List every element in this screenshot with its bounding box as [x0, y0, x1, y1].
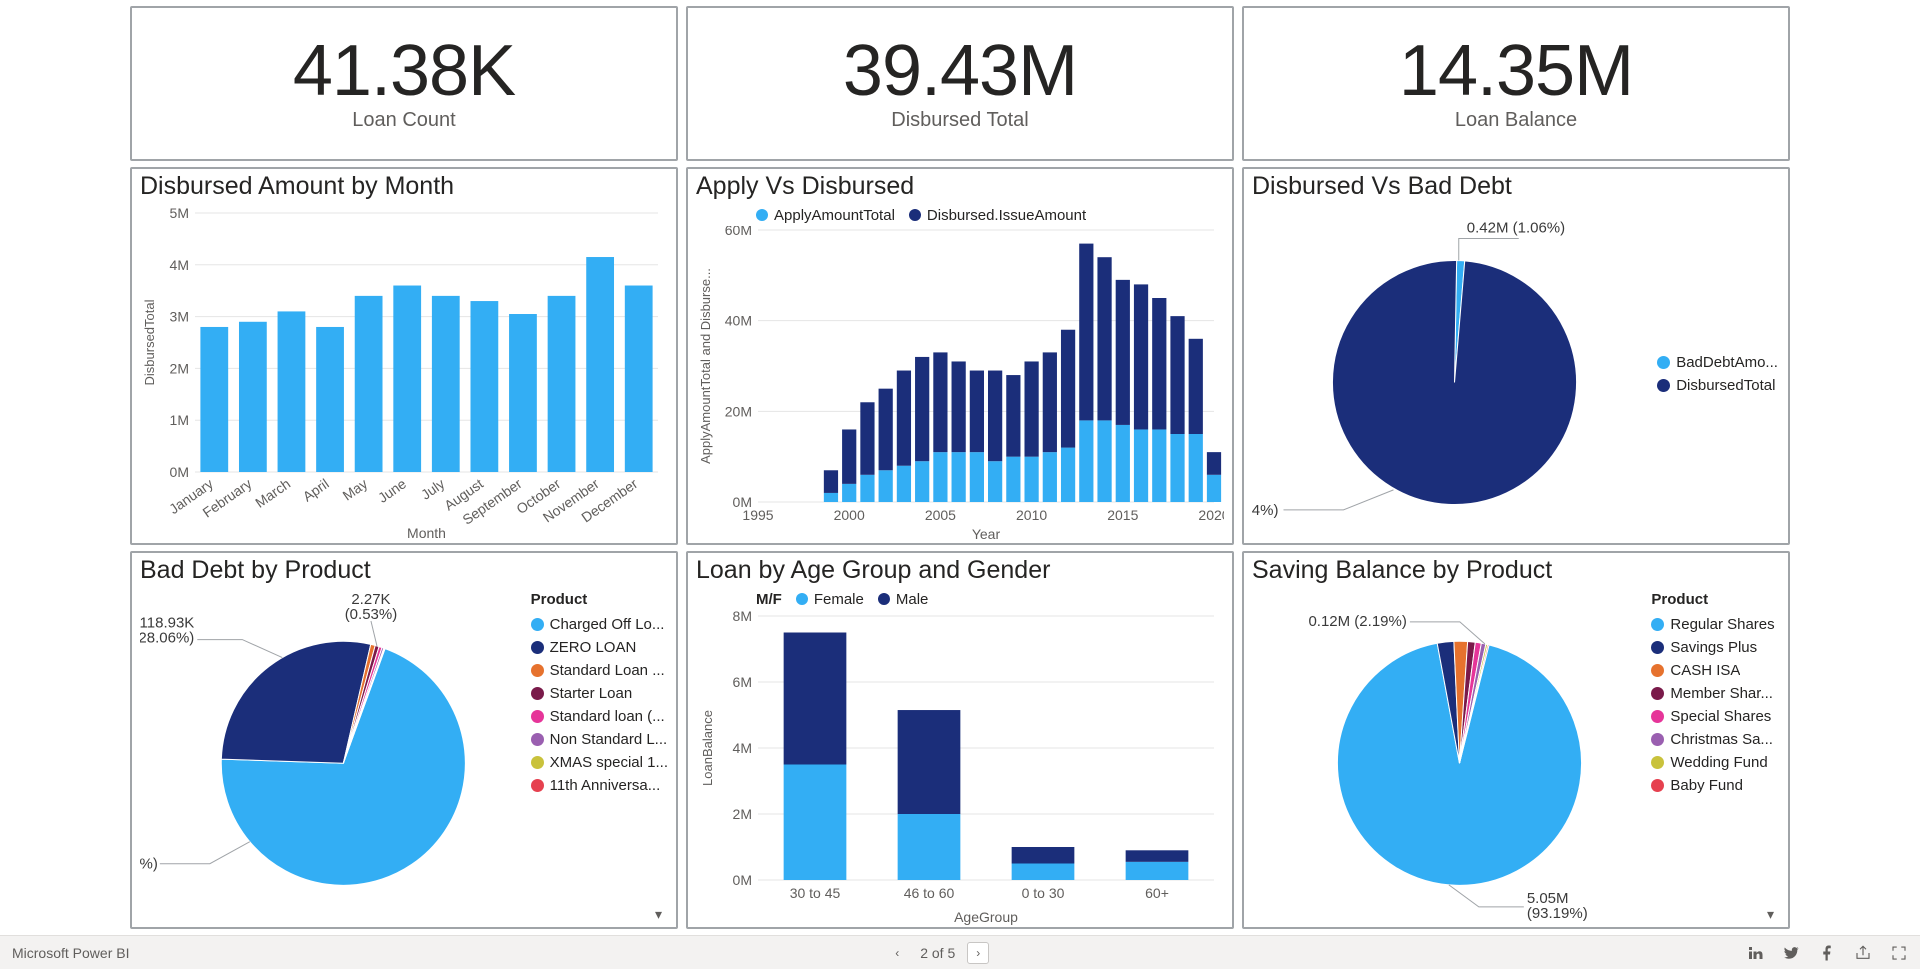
chart-legend: M/FFemaleMale [756, 591, 1224, 608]
kpi-value: 41.38K [293, 35, 515, 107]
svg-text:5M: 5M [170, 205, 189, 221]
svg-text:40M: 40M [725, 312, 752, 328]
linkedin-icon[interactable] [1746, 944, 1764, 962]
chart-legend: BadDebtAmo...DisbursedTotal [1657, 203, 1780, 542]
svg-text:Year: Year [972, 526, 1001, 542]
chart-bad-debt-product[interactable]: Bad Debt by Product 2.27K(0.53%) 118.93K(… [130, 551, 678, 929]
svg-text:AgeGroup: AgeGroup [954, 909, 1018, 925]
svg-text:4M: 4M [733, 740, 752, 756]
svg-text:1M: 1M [170, 412, 189, 428]
svg-text:60M: 60M [725, 226, 752, 238]
share-icon[interactable] [1854, 944, 1872, 962]
svg-text:20M: 20M [725, 403, 752, 419]
kpi-loan-count[interactable]: 41.38K Loan Count [130, 6, 678, 161]
chart-title: Loan by Age Group and Gender [696, 557, 1224, 585]
kpi-value: 39.43M [843, 35, 1077, 107]
chevron-down-icon[interactable]: ▾ [1767, 906, 1774, 923]
svg-text:5.05M(93.19%): 5.05M(93.19%) [1527, 889, 1588, 921]
twitter-icon[interactable] [1782, 944, 1800, 962]
kpi-label: Loan Balance [1455, 109, 1577, 132]
chart-title: Disbursed Vs Bad Debt [1252, 173, 1780, 201]
chart-row-1: Disbursed Amount by Month 0M1M2M3M4M5MJa… [130, 167, 1790, 545]
chevron-down-icon[interactable]: ▾ [655, 906, 662, 923]
pie-chart: 0.12M (2.19%) 5.05M(93.19%) [1252, 587, 1651, 926]
svg-text:30 to 45: 30 to 45 [790, 885, 841, 901]
svg-text:2.27K(0.53%): 2.27K(0.53%) [345, 590, 398, 622]
stacked-bar-chart: 0M 2M 4M 6M 8M 30 to 45 46 to 60 0 to 30 60+ AgeG… [696, 610, 1224, 926]
bar-chart: 0M1M2M3M4M5MJanuaryFebruaryMarchAprilMay… [140, 203, 668, 542]
svg-text:0.42M (1.06%): 0.42M (1.06%) [1467, 219, 1565, 236]
svg-text:2005: 2005 [925, 507, 956, 523]
svg-text:6M: 6M [733, 674, 752, 690]
chart-disbursed-by-month[interactable]: Disbursed Amount by Month 0M1M2M3M4M5MJa… [130, 167, 678, 545]
svg-text:2M: 2M [170, 360, 189, 376]
svg-text:Month: Month [407, 525, 446, 541]
chart-apply-vs-disbursed[interactable]: Apply Vs Disbursed ApplyAmountTotalDisbu… [686, 167, 1234, 545]
share-icons [1746, 944, 1908, 962]
report-canvas: 41.38K Loan Count 39.43M Disbursed Total… [0, 0, 1920, 935]
chart-legend: ProductRegular SharesSavings PlusCASH IS… [1651, 587, 1780, 926]
svg-text:0M: 0M [170, 464, 189, 480]
facebook-icon[interactable] [1818, 944, 1836, 962]
svg-text:39.43M (98.94%): 39.43M (98.94%) [1252, 501, 1278, 518]
chart-disbursed-vs-bad[interactable]: Disbursed Vs Bad Debt 0.42M (1.06%) 39.43… [1242, 167, 1790, 545]
svg-text:ApplyAmountTotal and Disburse.: ApplyAmountTotal and Disburse... [698, 268, 713, 464]
svg-text:2000: 2000 [834, 507, 865, 523]
svg-text:DisbursedTotal: DisbursedTotal [142, 299, 157, 385]
svg-text:8M: 8M [733, 610, 752, 624]
svg-text:0 to 30: 0 to 30 [1022, 885, 1065, 901]
svg-text:0.12M (2.19%): 0.12M (2.19%) [1308, 612, 1406, 629]
chart-title: Saving Balance by Product [1252, 557, 1780, 585]
pie-chart: 2.27K(0.53%) 118.93K(28.06%) 296.65K (69.9… [140, 587, 531, 926]
kpi-label: Disbursed Total [891, 109, 1028, 132]
svg-text:LoanBalance: LoanBalance [700, 710, 715, 786]
svg-text:March: March [252, 475, 293, 510]
kpi-disbursed-total[interactable]: 39.43M Disbursed Total [686, 6, 1234, 161]
svg-text:2015: 2015 [1107, 507, 1138, 523]
kpi-loan-balance[interactable]: 14.35M Loan Balance [1242, 6, 1790, 161]
chart-title: Apply Vs Disbursed [696, 173, 1224, 201]
svg-text:2020: 2020 [1198, 507, 1224, 523]
svg-text:1995: 1995 [742, 507, 773, 523]
kpi-label: Loan Count [352, 109, 455, 132]
svg-text:46 to 60: 46 to 60 [904, 885, 955, 901]
kpi-row: 41.38K Loan Count 39.43M Disbursed Total… [130, 6, 1790, 161]
kpi-value: 14.35M [1399, 35, 1633, 107]
next-page-button[interactable]: › [967, 942, 989, 964]
page-indicator: 2 of 5 [920, 945, 955, 961]
chart-legend: ProductCharged Off Lo...ZERO LOANStandar… [531, 587, 668, 926]
pie-chart: 0.42M (1.06%) 39.43M (98.94%) [1252, 203, 1657, 542]
prev-page-button[interactable]: ‹ [886, 942, 908, 964]
svg-text:60+: 60+ [1145, 885, 1169, 901]
brand-label: Microsoft Power BI [12, 945, 129, 961]
svg-text:May: May [339, 475, 370, 503]
page-navigator: ‹ 2 of 5 › [886, 942, 989, 964]
svg-text:3M: 3M [170, 308, 189, 324]
chart-title: Bad Debt by Product [140, 557, 668, 585]
svg-text:June: June [375, 475, 409, 506]
svg-text:2M: 2M [733, 806, 752, 822]
chart-saving-product[interactable]: Saving Balance by Product 0.12M (2.19%) 5… [1242, 551, 1790, 929]
fullscreen-icon[interactable] [1890, 944, 1908, 962]
footer-bar: Microsoft Power BI ‹ 2 of 5 › [0, 935, 1920, 969]
chart-row-2: Bad Debt by Product 2.27K(0.53%) 118.93K(… [130, 551, 1790, 929]
svg-text:April: April [300, 475, 332, 504]
svg-text:118.93K(28.06%): 118.93K(28.06%) [140, 614, 194, 646]
svg-text:4M: 4M [170, 256, 189, 272]
svg-text:296.65K (69.99%): 296.65K (69.99%) [140, 855, 158, 872]
svg-text:0M: 0M [733, 872, 752, 888]
chart-legend: ApplyAmountTotalDisbursed.IssueAmount [756, 207, 1224, 224]
svg-text:2010: 2010 [1016, 507, 1047, 523]
chart-loan-age-gender[interactable]: Loan by Age Group and Gender M/FFemaleMa… [686, 551, 1234, 929]
stacked-bar-chart: 0M20M40M60M199520002005201020152020YearA… [696, 226, 1224, 542]
chart-title: Disbursed Amount by Month [140, 173, 668, 201]
